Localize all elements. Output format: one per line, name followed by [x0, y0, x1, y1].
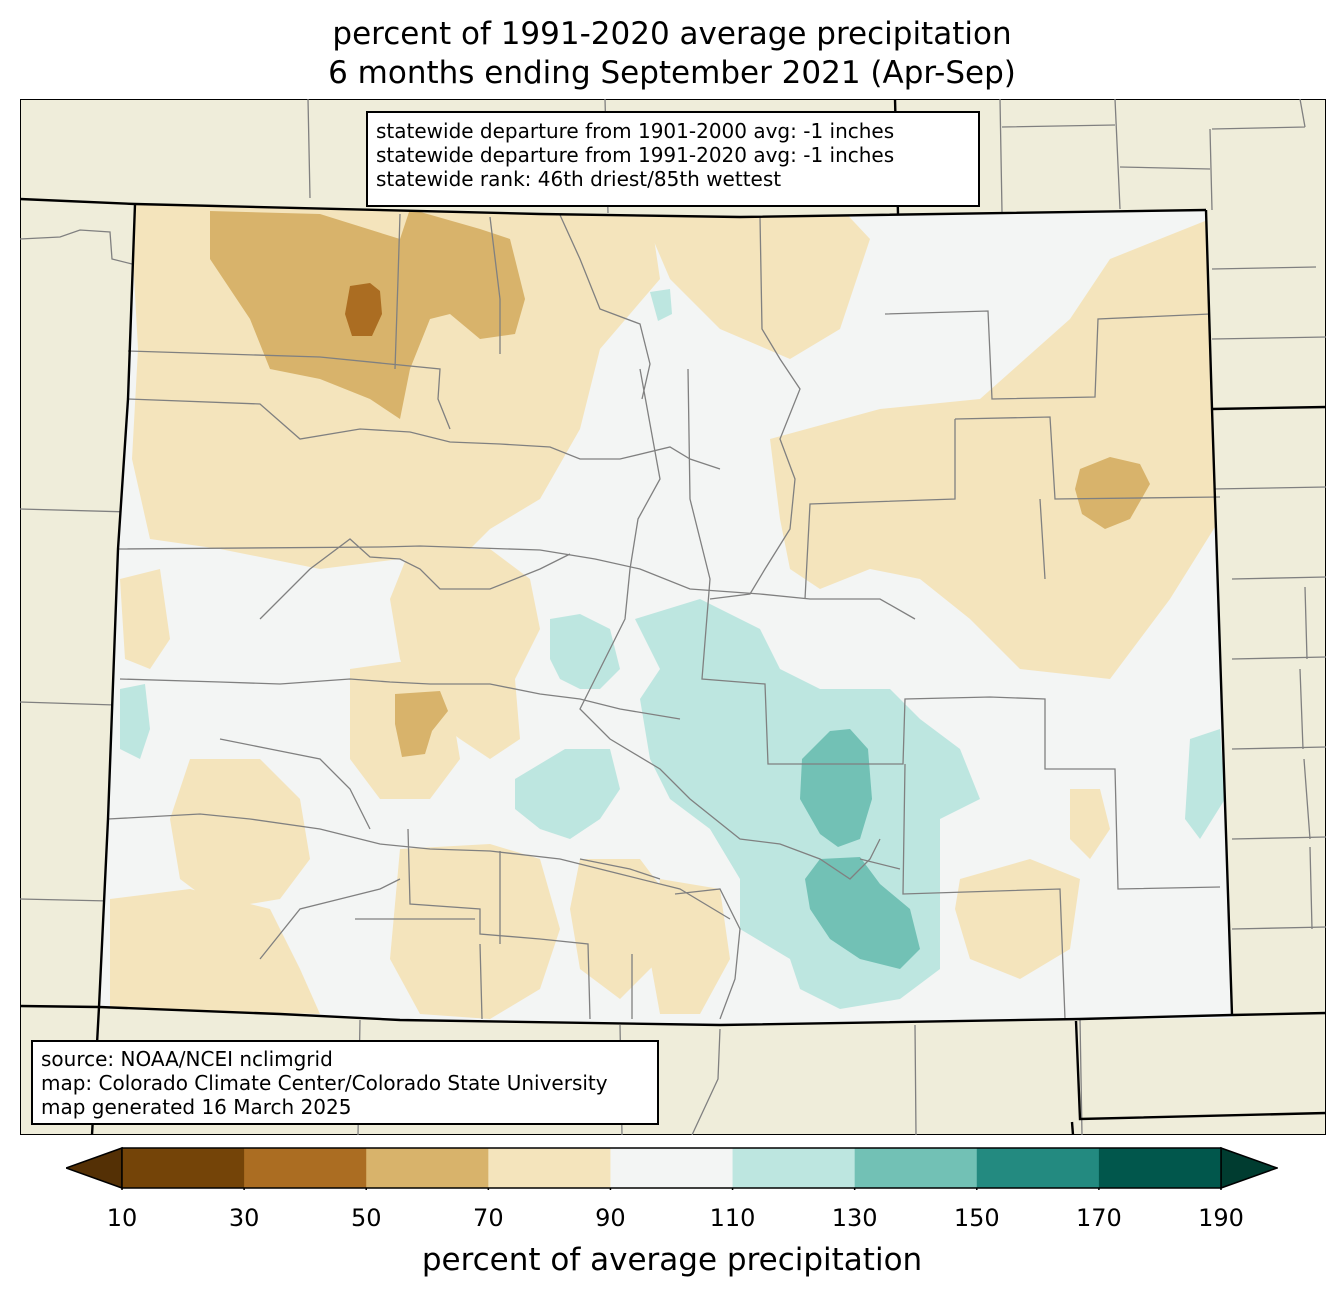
colorbar-bin-170-190 [1098, 1148, 1222, 1188]
map-title: percent of 1991-2020 average precipitati… [332, 16, 1012, 52]
colorbar-over-arrow [1220, 1146, 1278, 1190]
colorado-county-lines [107, 213, 1221, 1020]
colorbar-bin-70-90 [488, 1148, 611, 1188]
colorbar-tick-label: 150 [953, 1204, 1000, 1232]
statewide-stats-box: statewide departure from 1901-2000 avg: … [366, 111, 980, 207]
stats-line-1901-2000: statewide departure from 1901-2000 avg: … [376, 119, 895, 143]
colorbar-bin-30-50 [244, 1148, 367, 1188]
zone-30-50 [345, 283, 382, 336]
colorbar-tick-label: 50 [350, 1204, 382, 1232]
colorbar-bin-150-170 [976, 1148, 1100, 1188]
colorbar-bin-50-70 [366, 1148, 489, 1188]
stats-line-1991-2020: statewide departure from 1991-2020 avg: … [376, 143, 895, 167]
colorbar-tick-label: 10 [106, 1204, 138, 1232]
colorbar [66, 1146, 1278, 1190]
source-box: source: NOAA/NCEI nclimgrid map: Colorad… [31, 1040, 659, 1125]
colorbar-tick-label: 90 [595, 1204, 626, 1232]
colorbar-tick-label: 190 [1198, 1204, 1244, 1232]
map-subtitle: 6 months ending September 2021 (Apr-Sep) [328, 55, 1016, 91]
colorbar-bin-110-130 [732, 1148, 856, 1188]
precipitation-map [20, 99, 1326, 1135]
zone-130-150 [800, 729, 920, 969]
colorbar-bin-10-30 [122, 1148, 245, 1188]
colorbar-tick-label: 70 [473, 1204, 504, 1232]
colorbar-tick-label: 170 [1075, 1204, 1122, 1232]
colorbar-bin-130-150 [854, 1148, 978, 1188]
colorbar-under-arrow [66, 1146, 123, 1190]
colorbar-frame [121, 1147, 1222, 1189]
source-line-date: map generated 16 March 2025 [41, 1095, 352, 1119]
colorbar-tick-label: 130 [831, 1204, 878, 1232]
stats-line-rank: statewide rank: 46th driest/85th wettest [376, 167, 782, 191]
colorbar-label: percent of average precipitation [421, 1242, 923, 1278]
colorbar-bin-90-110 [610, 1148, 734, 1188]
colorbar-tick-label: 110 [709, 1204, 756, 1232]
source-line-data: source: NOAA/NCEI nclimgrid [41, 1047, 333, 1071]
colorbar-tick-label: 30 [228, 1204, 260, 1232]
source-line-map: map: Colorado Climate Center/Colorado St… [41, 1071, 608, 1095]
